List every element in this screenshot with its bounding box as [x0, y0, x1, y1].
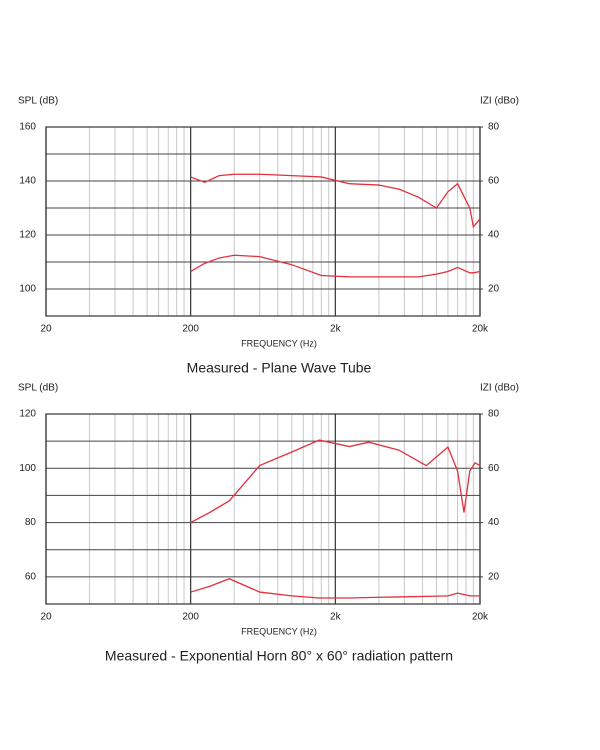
y2-tick-label: 20: [488, 571, 500, 582]
y-axis-label: SPL (dB): [18, 96, 58, 107]
y-tick-label: 140: [19, 176, 36, 187]
x-axis-label: FREQUENCY (Hz): [241, 338, 317, 348]
y-tick-label: 100: [19, 284, 36, 295]
x-tick-label: 200: [182, 324, 199, 335]
y2-tick-label: 80: [488, 409, 500, 420]
x-tick-label: 20k: [472, 324, 489, 335]
data-line: [190, 439, 481, 524]
y2-axis-label: IZI (dBo): [480, 96, 519, 107]
y-tick-label: 100: [19, 463, 36, 474]
caption: Measured - Plane Wave Tube: [187, 360, 372, 376]
y2-tick-label: 60: [488, 176, 500, 187]
x-tick-label: 20: [40, 324, 52, 335]
y2-axis-label: IZI (dBo): [480, 383, 519, 394]
y2-tick-label: 40: [488, 230, 500, 241]
y-tick-label: 120: [19, 230, 36, 241]
caption: Measured - Exponential Horn 80° x 60° ra…: [105, 648, 453, 664]
data-line: [190, 173, 481, 229]
x-tick-label: 200: [182, 612, 199, 623]
x-tick-label: 2k: [330, 612, 342, 623]
y-tick-label: 80: [25, 517, 37, 528]
data-line: [190, 578, 480, 599]
x-tick-label: 20k: [472, 612, 489, 623]
y-tick-label: 160: [19, 122, 36, 133]
x-tick-label: 2k: [330, 324, 342, 335]
x-tick-label: 20: [40, 612, 52, 623]
y2-tick-label: 40: [488, 517, 500, 528]
y2-tick-label: 80: [488, 122, 500, 133]
data-line: [190, 254, 481, 278]
plot-frame: [45, 126, 481, 317]
y2-tick-label: 60: [488, 463, 500, 474]
y-tick-label: 120: [19, 409, 36, 420]
y-tick-label: 60: [25, 571, 37, 582]
plot-frame: [45, 413, 481, 605]
x-axis-label: FREQUENCY (Hz): [241, 626, 317, 636]
y-axis-label: SPL (dB): [18, 383, 58, 394]
y2-tick-label: 20: [488, 284, 500, 295]
